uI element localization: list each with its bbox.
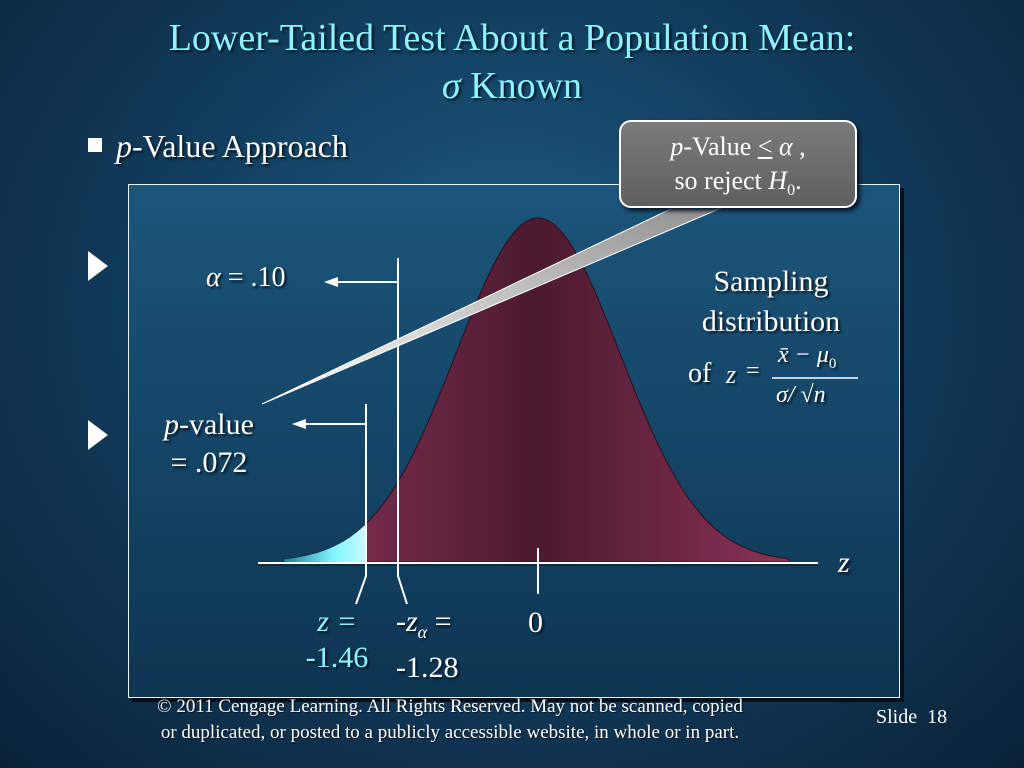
critical-value: -1.28 — [396, 651, 459, 684]
copyright-footer: © 2011 Cengage Learning. All Rights Rese… — [70, 694, 830, 746]
alpha-label: α = .10 — [206, 262, 286, 294]
sampling-line-1: Sampling — [713, 265, 829, 298]
sampling-line-2: distribution — [701, 305, 841, 338]
z-axis-label: z — [838, 546, 850, 579]
bullet-p-value-approach: p-Value Approach — [88, 128, 348, 165]
p-value-line-1: p-value — [164, 406, 254, 444]
sigma-symbol: σ — [441, 65, 461, 107]
play-arrow-icon — [88, 251, 108, 281]
formula-of-text: of — [688, 358, 712, 389]
reject-h0-callout: p-Value < α , so reject H0. — [619, 120, 857, 208]
critical-value-label: -zα = -1.28 — [396, 604, 459, 686]
critical-value-line-1: -zα = — [396, 604, 459, 650]
p-value-arrowhead-icon — [292, 419, 306, 429]
bullet-p-letter: p — [116, 128, 132, 164]
formula-numerator-text: x̄ − μ — [778, 342, 829, 368]
p-value-p-letter: p — [164, 408, 179, 441]
p-value-tail-area — [284, 523, 366, 562]
formula-numerator-sub: 0 — [828, 355, 837, 372]
callout-value-text: -Value — [683, 132, 758, 161]
p-value-word: -value — [179, 408, 254, 441]
alpha-arrowhead-icon — [324, 277, 338, 287]
alpha-symbol: α — [206, 262, 221, 293]
critical-alpha-sub: α — [417, 622, 428, 642]
zero-label: 0 — [528, 606, 543, 639]
title-line-2: σ Known — [0, 62, 1024, 110]
copyright-line-2: or duplicated, or posted to a publicly a… — [160, 722, 740, 743]
copyright-line-1: © 2011 Cengage Learning. All Rights Rese… — [157, 696, 743, 717]
square-bullet-icon — [88, 138, 102, 152]
critical-value-line — [397, 258, 408, 605]
callout-reject-text: so reject — [674, 166, 769, 195]
title-line-1: Lower-Tailed Test About a Population Mea… — [168, 17, 856, 59]
p-value-label: p-value = .072 — [164, 406, 254, 482]
callout-line-2: so reject H0. — [621, 164, 855, 208]
callout-h-letter: H — [768, 166, 788, 195]
formula-numerator: x̄ − μ0 — [778, 342, 836, 373]
test-statistic-value: -1.46 — [305, 641, 369, 674]
critical-equals: = — [427, 605, 452, 638]
callout-line-1: p-Value < α , — [621, 130, 855, 164]
test-statistic-line-1: z = — [317, 605, 357, 638]
callout-alpha-symbol: α — [778, 132, 793, 161]
callout-period: . — [795, 166, 802, 195]
test-statistic-line — [355, 404, 367, 605]
callout-comma: , — [792, 132, 806, 161]
critical-z-prefix: -z — [396, 605, 418, 638]
sampling-distribution-label: Sampling distribution — [676, 262, 866, 342]
formula-denominator: σ/ √n — [776, 382, 826, 408]
slide-number: Slide 18 — [876, 706, 947, 729]
callout-le-symbol: < — [757, 132, 773, 161]
callout-h-sub: 0 — [787, 182, 796, 200]
slide-title: Lower-Tailed Test About a Population Mea… — [0, 14, 1024, 110]
formula-equals: = — [746, 358, 760, 384]
slide-label: Slide — [876, 706, 918, 728]
p-value-line-2: = .072 — [170, 446, 248, 479]
bullet-text: -Value Approach — [132, 128, 348, 164]
slide-number-value: 18 — [927, 706, 948, 728]
play-arrow-icon — [88, 420, 108, 450]
test-statistic-label: z = -1.46 — [300, 604, 374, 676]
callout-p-letter: p — [670, 132, 684, 161]
title-known-text: Known — [470, 65, 583, 107]
alpha-value: = .10 — [220, 262, 286, 293]
formula-z-letter: z — [726, 360, 737, 389]
